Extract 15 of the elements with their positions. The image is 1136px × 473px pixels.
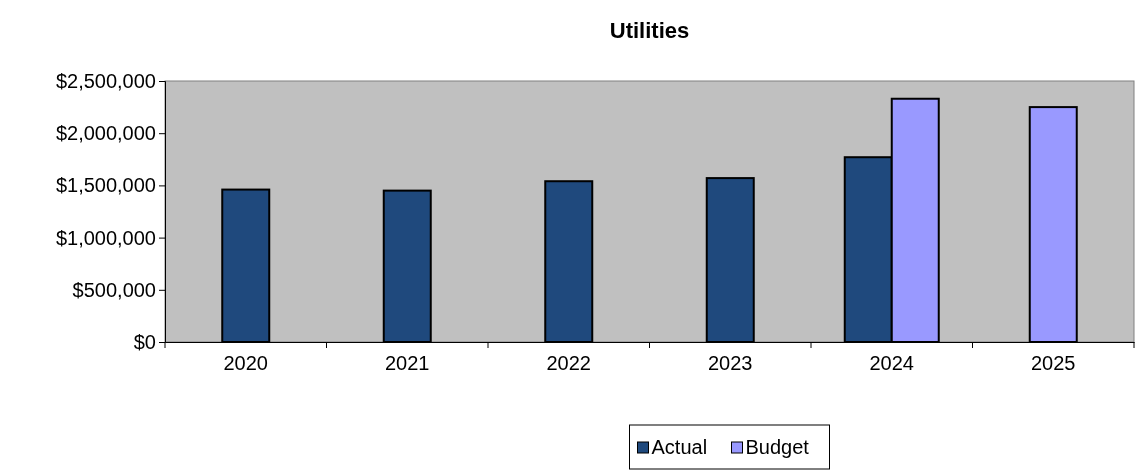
legend-label: Budget: [745, 436, 810, 458]
x-tick-label: 2023: [708, 352, 753, 375]
x-tick-label: 2022: [546, 352, 591, 375]
x-tick-label: 2020: [223, 352, 268, 375]
x-tick-label: 2025: [1031, 352, 1076, 375]
chart-title: Utilities: [609, 18, 690, 43]
legend-label: Actual: [651, 436, 708, 458]
y-tick-label: $1,000,000: [55, 226, 156, 249]
y-tick-label: $500,000: [72, 278, 156, 301]
y-tick-label: $1,500,000: [55, 174, 156, 197]
x-tick-label: 2021: [385, 352, 430, 375]
x-tick-label: 2024: [869, 352, 914, 375]
y-tick-label: $0: [133, 330, 156, 353]
y-tick-label: $2,000,000: [55, 122, 156, 145]
y-tick-label: $2,500,000: [55, 69, 156, 92]
